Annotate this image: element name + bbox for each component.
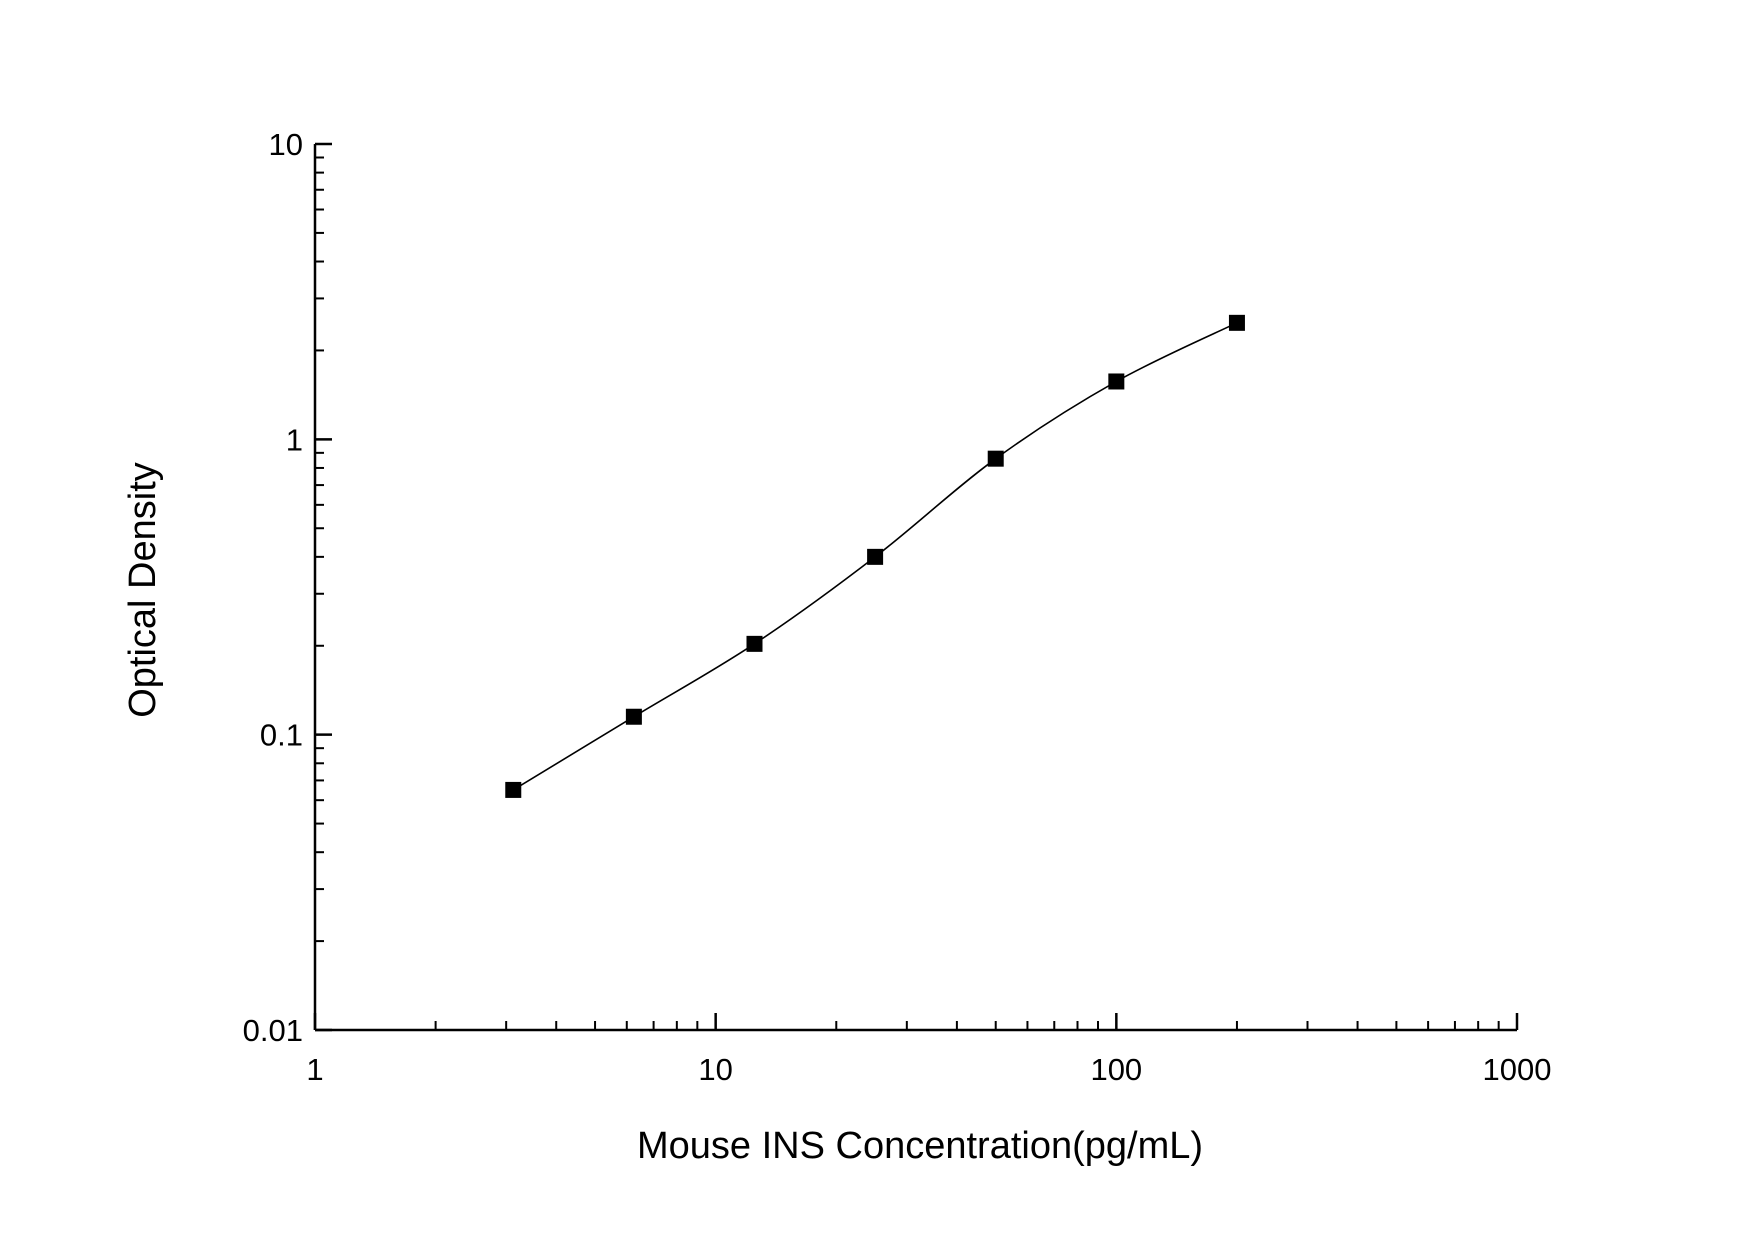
y-tick-label: 1 xyxy=(286,422,303,457)
data-point xyxy=(746,635,763,652)
data-point xyxy=(987,450,1004,467)
y-tick-label: 10 xyxy=(269,127,303,162)
axes: 1 10 100 1000 0.01 0.1 1 10 xyxy=(243,127,1552,1087)
data-points xyxy=(505,314,1245,798)
x-axis-label: Mouse INS Concentration(pg/mL) xyxy=(637,1125,1203,1167)
y-tick-label: 0.01 xyxy=(243,1013,303,1048)
data-point xyxy=(625,708,642,725)
y-tick-label: 0.1 xyxy=(260,718,303,753)
data-point xyxy=(867,548,884,565)
data-point xyxy=(1228,314,1245,331)
x-tick-label: 10 xyxy=(698,1052,732,1087)
x-tick-label: 100 xyxy=(1090,1052,1142,1087)
data-point xyxy=(1108,373,1125,390)
x-tick-label: 1000 xyxy=(1483,1052,1552,1087)
data-point xyxy=(505,781,522,798)
x-tick-label: 1 xyxy=(306,1052,323,1087)
y-axis-label: Optical Density xyxy=(122,462,164,718)
